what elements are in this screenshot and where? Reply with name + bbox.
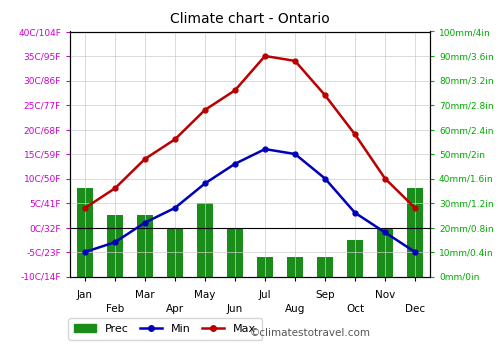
Text: Jun: Jun [227, 304, 243, 314]
Legend: Prec, Min, Max: Prec, Min, Max [68, 318, 262, 340]
Bar [137, 215, 153, 276]
Bar [317, 257, 333, 276]
Text: Jan: Jan [77, 290, 93, 300]
Text: Apr: Apr [166, 304, 184, 314]
Text: Oct: Oct [346, 304, 364, 314]
Bar [227, 228, 243, 276]
Title: Climate chart - Ontario: Climate chart - Ontario [170, 12, 330, 26]
Bar [347, 240, 363, 276]
Text: Nov: Nov [375, 290, 395, 300]
Bar [107, 215, 123, 276]
Bar [407, 188, 423, 276]
Bar [77, 188, 93, 276]
Text: Dec: Dec [405, 304, 425, 314]
Text: Sep: Sep [315, 290, 335, 300]
Bar [287, 257, 303, 276]
Text: Aug: Aug [285, 304, 305, 314]
Text: Jul: Jul [258, 290, 272, 300]
Text: Feb: Feb [106, 304, 124, 314]
Bar [167, 228, 183, 276]
Text: Mar: Mar [135, 290, 155, 300]
Text: ©climatestotravel.com: ©climatestotravel.com [250, 328, 371, 338]
Bar [257, 257, 273, 276]
Bar [197, 203, 213, 276]
Bar [377, 228, 393, 276]
Text: May: May [194, 290, 216, 300]
